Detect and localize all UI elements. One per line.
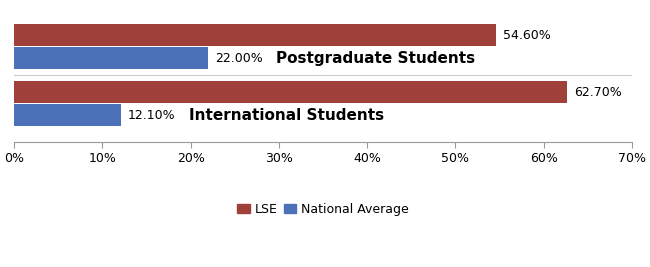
Legend: LSE, National Average: LSE, National Average	[232, 198, 414, 221]
Bar	[14, 104, 121, 126]
Text: Postgraduate Students: Postgraduate Students	[276, 50, 475, 65]
Text: 54.60%: 54.60%	[503, 29, 551, 42]
Bar	[14, 47, 208, 69]
Text: International Students: International Students	[189, 108, 384, 123]
Bar	[14, 81, 567, 103]
Text: 22.00%: 22.00%	[215, 52, 263, 65]
Text: 62.70%: 62.70%	[575, 86, 622, 99]
Text: 12.10%: 12.10%	[128, 109, 176, 122]
Bar	[14, 24, 496, 46]
